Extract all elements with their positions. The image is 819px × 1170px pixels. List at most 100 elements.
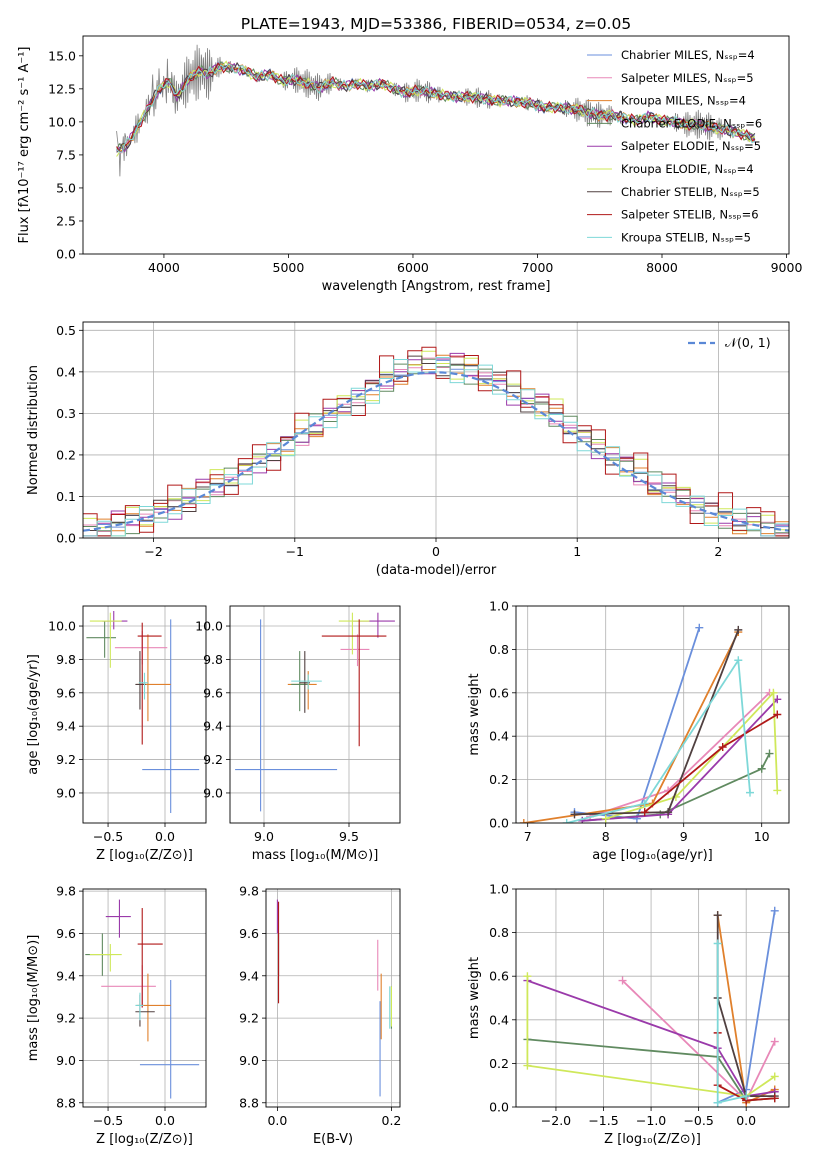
x-tick-label: 5000 — [273, 260, 305, 275]
x-tick-label: −0.5 — [93, 829, 123, 844]
x-tick-label: −0.5 — [93, 1113, 123, 1128]
mass-weight-point — [601, 814, 610, 823]
x-tick-label: 8 — [602, 829, 610, 844]
y-tick-label: 9.8 — [56, 884, 76, 899]
y-tick-label: 15.0 — [48, 48, 76, 63]
x-tick-label: 9 — [680, 829, 688, 844]
axes-frame — [515, 605, 790, 824]
legend-entry: Chabrier MILES, Nₛₛₚ=4 — [621, 48, 755, 62]
x-tick-label: 0.0 — [736, 1113, 756, 1128]
mass-weight-point — [713, 911, 722, 920]
mass-weight-point — [746, 788, 754, 797]
x-tick-label: 4000 — [148, 260, 180, 275]
y-tick-label: 9.4 — [203, 719, 223, 734]
plot-area — [523, 906, 779, 1107]
y-tick-label: 9.0 — [203, 785, 223, 800]
panel-mass-vs-Z: −0.5 0.0 8.8 9.0 9.2 9.4 9.6 9.8 Z [log₁₀(Z/Z⊙)]… — [26, 884, 207, 1147]
mass-weight-point — [770, 1037, 779, 1046]
mass-weight-point — [734, 625, 743, 634]
y-tick-label: 0.3 — [56, 406, 76, 421]
y-tick-label: 9.2 — [56, 1011, 76, 1026]
mass-weight-point — [770, 906, 779, 915]
y-tick-label: 10.0 — [48, 114, 76, 129]
y-tick-label: 7.5 — [56, 147, 76, 162]
mass-weight-point — [769, 688, 778, 697]
y-tick-label: 9.6 — [239, 926, 259, 941]
mass-weight-point — [695, 623, 704, 632]
plot-area — [519, 623, 782, 823]
mass-weight-point — [519, 819, 528, 823]
chart-title: PLATE=1943, MJD=53386, FIBERID=0534, z=0… — [241, 15, 631, 33]
x-tick-label: 2 — [714, 544, 722, 559]
x-tick-label: −1.5 — [588, 1113, 618, 1128]
y-tick-label: 9.2 — [203, 752, 223, 767]
legend-entry: Kroupa MILES, Nₛₛₚ=4 — [621, 94, 746, 108]
model-spectrum-line — [116, 61, 756, 151]
mass-weight-line — [527, 979, 775, 1098]
legend: Chabrier MILES, Nₛₛₚ=4 Salpeter MILES, Nₛ… — [587, 48, 762, 244]
panel-massweight-vs-Z: −2.0 −1.5 −1.0 −0.5 0.0 0.0 0.2 0.4 0.6 0.8 1.0 Z [… — [467, 882, 790, 1147]
legend-entry: Kroupa ELODIE, Nₛₛₚ=4 — [621, 162, 754, 176]
x-tick-label: 0.0 — [267, 1113, 287, 1128]
y-tick-label: 9.6 — [203, 685, 223, 700]
y-tick-label: 12.5 — [48, 81, 76, 96]
mass-weight-point — [523, 1061, 532, 1070]
mass-weight-point — [618, 976, 627, 985]
axes-frame — [82, 605, 207, 824]
panel-massweight-vs-age: 7 8 9 10 0.0 0.2 0.4 0.6 0.8 1.0 age [log₁₀(age/yr… — [467, 599, 790, 863]
plot-area — [86, 611, 200, 813]
mass-weight-point — [773, 695, 782, 704]
mass-weight-line — [644, 713, 778, 813]
legend-entry: Kroupa STELIB, Nₛₛₚ=5 — [621, 230, 751, 244]
mass-weight-point — [770, 1072, 779, 1081]
mass-weight-point — [773, 710, 782, 719]
y-axis-label: age [log₁₀(age/yr)] — [26, 654, 41, 775]
mass-weight-point — [562, 819, 571, 823]
y-tick-label: 0.0 — [56, 531, 76, 546]
mass-weight-point — [757, 764, 766, 773]
y-tick-label: 0.2 — [489, 1056, 509, 1071]
x-tick-label: 9.0 — [254, 829, 274, 844]
x-axis-label: (data-model)/error — [376, 563, 497, 578]
model-spectrum-line — [116, 62, 756, 153]
x-tick-label: 7000 — [522, 260, 554, 275]
x-tick-label: 0.0 — [155, 1113, 175, 1128]
x-tick-label: 0.2 — [382, 1113, 402, 1128]
y-tick-label: 9.4 — [56, 968, 76, 983]
x-tick-label: −2 — [144, 544, 162, 559]
axes-frame — [515, 888, 790, 1108]
y-tick-label: 0.8 — [489, 925, 509, 940]
y-tick-label: 0.6 — [489, 969, 509, 984]
x-tick-label: 9.5 — [339, 829, 359, 844]
y-tick-label: 0.4 — [489, 1012, 509, 1027]
y-tick-label: 9.2 — [56, 752, 76, 767]
x-tick-label: −2.0 — [541, 1113, 571, 1128]
mass-weight-point — [765, 749, 774, 758]
axes-frame — [229, 605, 401, 824]
y-tick-label: 10.0 — [48, 619, 76, 634]
histogram-line — [83, 357, 789, 538]
plot-area — [235, 612, 395, 812]
mass-weight-point — [734, 656, 743, 665]
x-tick-label: 0 — [432, 544, 440, 559]
mass-weight-point — [640, 799, 649, 808]
y-tick-label: 9.4 — [239, 968, 259, 983]
y-tick-label: 1.0 — [489, 882, 509, 897]
mass-weight-point — [713, 939, 722, 948]
plot-area — [276, 899, 392, 1097]
mass-weight-line — [574, 627, 701, 820]
y-axis-label: Flux [fλ10⁻¹⁷ erg cm⁻² s⁻¹ A⁻¹] — [17, 47, 32, 244]
y-tick-label: 0.8 — [489, 642, 509, 657]
y-tick-label: 9.6 — [56, 685, 76, 700]
plot-area — [85, 899, 200, 1099]
mass-weight-point — [523, 972, 532, 981]
y-tick-label: 1.0 — [489, 599, 509, 614]
legend-entry: Salpeter MILES, Nₛₛₚ=5 — [621, 71, 754, 85]
x-axis-label: Z [log₁₀(Z/Z⊙)] — [96, 848, 193, 863]
plot-area — [116, 44, 756, 177]
x-axis-label: wavelength [Angstrom, rest frame] — [322, 279, 551, 294]
y-tick-label: 2.5 — [56, 213, 76, 228]
mass-weight-line — [526, 976, 776, 1098]
y-tick-label: 9.0 — [56, 1053, 76, 1068]
